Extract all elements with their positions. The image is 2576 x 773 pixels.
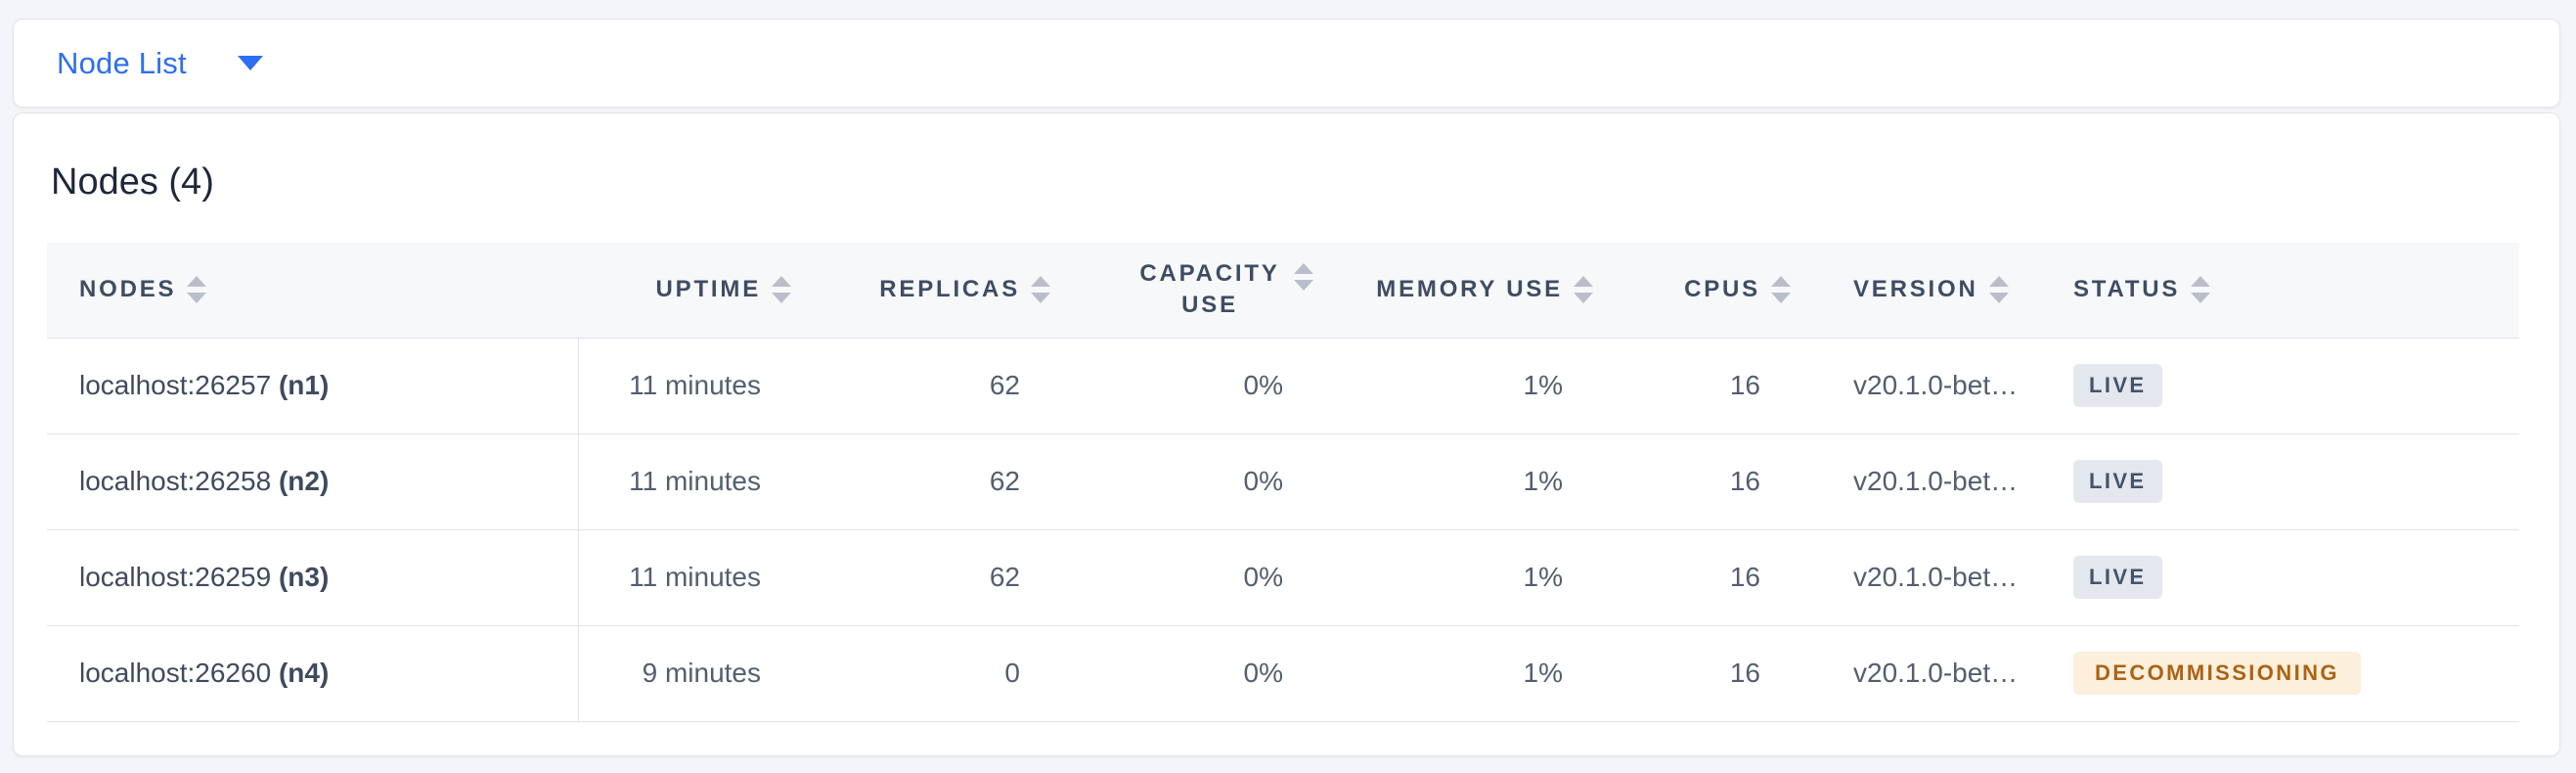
node-id: (n2) xyxy=(278,466,330,496)
nodes-panel: Nodes (4) NODES UPTIME xyxy=(13,113,2560,756)
cpus-cell: 16 xyxy=(1623,529,1821,626)
page-title: Nodes (4) xyxy=(51,161,214,203)
uptime-cell: 11 minutes xyxy=(578,338,822,434)
column-header-memory-use[interactable]: MEMORY USE xyxy=(1344,243,1623,339)
sort-icon xyxy=(187,276,207,304)
column-header-label: UPTIME xyxy=(655,276,761,303)
capacity-use-cell: 0% xyxy=(1081,338,1344,434)
column-header-nodes[interactable]: NODES xyxy=(47,243,578,339)
uptime-cell: 9 minutes xyxy=(578,625,822,722)
table-row: localhost:26258 (n2) 11 minutes 62 0% 1%… xyxy=(47,433,2519,530)
column-header-label: REPLICAS xyxy=(879,276,1020,303)
status-cell: LIVE xyxy=(2044,529,2519,626)
column-header-replicas[interactable]: REPLICAS xyxy=(822,243,1081,339)
node-list-dropdown-label: Node List xyxy=(57,45,187,80)
sort-icon xyxy=(1574,276,1593,304)
sort-icon xyxy=(1294,263,1313,292)
replicas-cell: 62 xyxy=(822,338,1081,434)
node-address[interactable]: localhost:26257 xyxy=(79,370,272,400)
sort-icon xyxy=(772,276,791,304)
sort-icon xyxy=(1771,276,1791,304)
node-address[interactable]: localhost:26259 xyxy=(79,562,272,592)
capacity-use-cell: 0% xyxy=(1081,433,1344,530)
memory-use-cell: 1% xyxy=(1344,625,1623,722)
status-badge: DECOMMISSIONING xyxy=(2073,652,2361,695)
column-header-label: NODES xyxy=(79,276,177,303)
nodes-table: NODES UPTIME REPLICAS xyxy=(47,243,2519,722)
table-row: localhost:26259 (n3) 11 minutes 62 0% 1%… xyxy=(47,529,2519,626)
node-address-cell[interactable]: localhost:26258 (n2) xyxy=(47,433,579,530)
column-header-uptime[interactable]: UPTIME xyxy=(578,243,822,339)
column-header-cpus[interactable]: CPUS xyxy=(1623,243,1821,339)
uptime-cell: 11 minutes xyxy=(578,433,822,530)
column-header-status[interactable]: STATUS xyxy=(2044,243,2519,339)
node-address[interactable]: localhost:26258 xyxy=(79,466,272,496)
sort-icon xyxy=(1031,276,1050,304)
memory-use-cell: 1% xyxy=(1344,338,1623,434)
capacity-use-cell: 0% xyxy=(1081,529,1344,626)
status-cell: LIVE xyxy=(2044,338,2519,434)
uptime-cell: 11 minutes xyxy=(578,529,822,626)
version-cell: v20.1.0-bet… xyxy=(1821,625,2044,722)
version-cell: v20.1.0-bet… xyxy=(1821,338,2044,434)
node-id: (n1) xyxy=(278,370,330,400)
memory-use-cell: 1% xyxy=(1344,433,1623,530)
column-header-label: CAPACITY USE xyxy=(1139,259,1280,319)
caret-down-icon xyxy=(237,56,263,70)
node-id: (n3) xyxy=(278,562,330,592)
sort-icon xyxy=(2191,276,2211,304)
version-cell: v20.1.0-bet… xyxy=(1821,433,2044,530)
replicas-cell: 0 xyxy=(822,625,1081,722)
table-row: localhost:26260 (n4) 9 minutes 0 0% 1% 1… xyxy=(47,625,2519,722)
replicas-cell: 62 xyxy=(822,433,1081,530)
column-header-label: MEMORY USE xyxy=(1376,276,1563,303)
status-badge: LIVE xyxy=(2073,460,2162,503)
node-address-cell[interactable]: localhost:26259 (n3) xyxy=(47,529,579,626)
capacity-use-cell: 0% xyxy=(1081,625,1344,722)
node-id: (n4) xyxy=(278,658,330,688)
node-address-cell[interactable]: localhost:26257 (n1) xyxy=(47,338,579,434)
status-badge: LIVE xyxy=(2073,364,2162,407)
column-header-label: VERSION xyxy=(1853,276,1978,303)
sort-icon xyxy=(1988,276,2009,304)
node-address[interactable]: localhost:26260 xyxy=(79,658,272,688)
status-badge: LIVE xyxy=(2073,556,2162,599)
cpus-cell: 16 xyxy=(1623,625,1821,722)
replicas-cell: 62 xyxy=(822,529,1081,626)
column-header-version[interactable]: VERSION xyxy=(1821,243,2044,339)
node-address-cell[interactable]: localhost:26260 (n4) xyxy=(47,625,579,722)
status-cell: LIVE xyxy=(2044,433,2519,530)
status-cell: DECOMMISSIONING xyxy=(2044,625,2519,722)
table-row: localhost:26257 (n1) 11 minutes 62 0% 1%… xyxy=(47,338,2519,434)
column-header-label: CPUS xyxy=(1684,276,1760,303)
cpus-cell: 16 xyxy=(1623,338,1821,434)
column-header-label: STATUS xyxy=(2073,276,2181,303)
view-selector-bar: Node List xyxy=(13,19,2560,108)
column-header-capacity-use[interactable]: CAPACITY USE xyxy=(1081,243,1344,339)
version-cell: v20.1.0-bet… xyxy=(1821,529,2044,626)
table-header-row: NODES UPTIME REPLICAS xyxy=(47,243,2519,339)
memory-use-cell: 1% xyxy=(1344,529,1623,626)
cpus-cell: 16 xyxy=(1623,433,1821,530)
node-list-dropdown[interactable]: Node List xyxy=(57,46,263,81)
